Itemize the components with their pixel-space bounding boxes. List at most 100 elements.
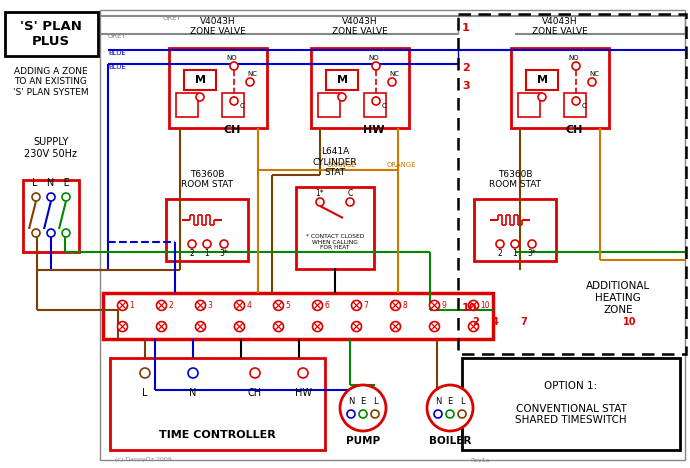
Text: L: L: [460, 397, 464, 407]
Circle shape: [528, 240, 536, 248]
Circle shape: [572, 97, 580, 105]
Circle shape: [273, 322, 284, 332]
Circle shape: [195, 322, 206, 332]
Bar: [526, 70, 558, 90]
Circle shape: [235, 300, 244, 310]
Text: V4043H
ZONE VALVE: V4043H ZONE VALVE: [532, 16, 588, 36]
Bar: [318, 93, 340, 117]
Text: N: N: [435, 397, 441, 407]
Text: BLUE: BLUE: [108, 50, 126, 56]
Text: 2: 2: [497, 249, 502, 258]
Text: 8: 8: [402, 301, 407, 310]
Circle shape: [188, 240, 196, 248]
Circle shape: [429, 300, 440, 310]
Text: BOILER: BOILER: [428, 436, 471, 446]
Text: N: N: [189, 388, 197, 398]
Bar: [462, 358, 680, 450]
Text: 9: 9: [442, 301, 446, 310]
Bar: [564, 93, 586, 117]
Circle shape: [434, 410, 442, 418]
Text: 1: 1: [513, 249, 518, 258]
Circle shape: [196, 93, 204, 101]
Text: 10: 10: [623, 317, 637, 327]
Circle shape: [316, 198, 324, 206]
Text: HW: HW: [295, 388, 311, 398]
Circle shape: [429, 322, 440, 332]
Text: C: C: [382, 103, 386, 109]
Text: 3*: 3*: [219, 249, 228, 258]
Text: 2: 2: [190, 249, 195, 258]
Bar: [5, 12, 98, 56]
Text: T6360B
ROOM STAT: T6360B ROOM STAT: [489, 169, 541, 189]
Text: L: L: [142, 388, 148, 398]
Text: NC: NC: [589, 71, 599, 77]
Text: CH: CH: [248, 388, 262, 398]
Text: PUMP: PUMP: [346, 436, 380, 446]
Bar: [103, 293, 493, 339]
Text: ADDITIONAL
HEATING
ZONE: ADDITIONAL HEATING ZONE: [586, 281, 650, 314]
Circle shape: [62, 193, 70, 201]
Text: 3: 3: [208, 301, 213, 310]
Circle shape: [250, 368, 260, 378]
Text: 7: 7: [521, 317, 527, 327]
Text: * CONTACT CLOSED
WHEN CALLING
FOR HEAT: * CONTACT CLOSED WHEN CALLING FOR HEAT: [306, 234, 364, 250]
Text: 2: 2: [462, 63, 470, 73]
Text: 1: 1: [205, 249, 209, 258]
Bar: [100, 10, 685, 460]
Bar: [518, 93, 540, 117]
Circle shape: [469, 322, 478, 332]
Text: 1: 1: [462, 23, 470, 33]
Text: L641A
CYLINDER
STAT: L641A CYLINDER STAT: [313, 147, 357, 177]
Circle shape: [371, 410, 379, 418]
Text: ORANGE: ORANGE: [387, 162, 417, 168]
Text: N: N: [348, 397, 354, 407]
Bar: [110, 358, 325, 450]
Text: 1: 1: [130, 301, 135, 310]
Text: M: M: [195, 75, 206, 85]
Circle shape: [140, 368, 150, 378]
Text: NC: NC: [247, 71, 257, 77]
Text: NO: NO: [569, 55, 580, 61]
Text: HW: HW: [363, 125, 385, 135]
Circle shape: [588, 78, 596, 86]
Bar: [222, 93, 244, 117]
Text: 'S' PLAN
PLUS: 'S' PLAN PLUS: [20, 20, 82, 48]
Circle shape: [117, 300, 128, 310]
Circle shape: [298, 368, 308, 378]
Text: 10: 10: [480, 301, 490, 310]
Circle shape: [469, 300, 478, 310]
Text: Rev1a: Rev1a: [471, 458, 490, 462]
Circle shape: [157, 322, 166, 332]
Circle shape: [246, 78, 254, 86]
Text: GREY: GREY: [163, 15, 181, 21]
Bar: [23, 180, 79, 252]
Text: NO: NO: [227, 55, 237, 61]
Text: BLUE: BLUE: [108, 64, 126, 70]
Circle shape: [47, 193, 55, 201]
Circle shape: [235, 322, 244, 332]
Text: 1*: 1*: [316, 189, 324, 197]
Circle shape: [346, 198, 354, 206]
Text: ADDING A ZONE
TO AN EXISTING
'S' PLAN SYSTEM: ADDING A ZONE TO AN EXISTING 'S' PLAN SY…: [13, 67, 89, 97]
Text: L: L: [373, 397, 377, 407]
Text: E: E: [447, 397, 453, 407]
Text: C: C: [239, 103, 244, 109]
Bar: [169, 48, 267, 128]
Text: (c) DannyOz 2009: (c) DannyOz 2009: [115, 458, 172, 462]
Text: 2: 2: [168, 301, 173, 310]
Circle shape: [351, 322, 362, 332]
Circle shape: [572, 62, 580, 70]
Circle shape: [220, 240, 228, 248]
Text: C: C: [347, 189, 353, 197]
Text: 10: 10: [462, 303, 477, 313]
Text: M: M: [537, 75, 547, 85]
Circle shape: [230, 62, 238, 70]
Text: 5: 5: [286, 301, 290, 310]
Text: NO: NO: [368, 55, 380, 61]
Bar: [326, 70, 358, 90]
Circle shape: [340, 385, 386, 431]
Text: E: E: [360, 397, 366, 407]
Text: GREY: GREY: [108, 33, 127, 39]
Circle shape: [496, 240, 504, 248]
Bar: [364, 93, 386, 117]
